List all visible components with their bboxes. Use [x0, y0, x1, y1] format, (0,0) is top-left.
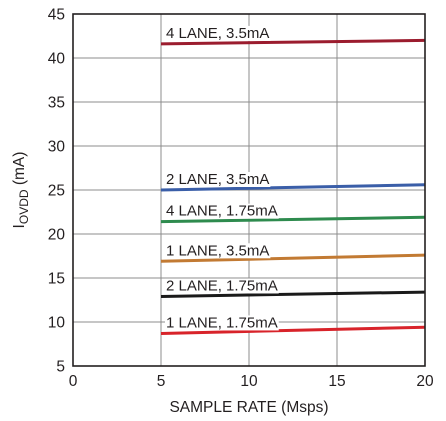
x-tick-label-10: 10: [240, 373, 258, 390]
x-tick-label-15: 15: [328, 373, 345, 390]
y-tick-label-20: 20: [48, 227, 66, 244]
series-labels: 4 LANE, 3.5mA 2 LANE, 3.5mA 4 LANE, 1.75mA…: [165, 25, 279, 331]
y-tick-label-5: 5: [56, 359, 65, 376]
x-axis-title: SAMPLE RATE (Msps): [169, 399, 328, 416]
series-line-4-lane-3-5ma: [160, 38, 426, 46]
series-label-2-lane-3-5ma: 2 LANE, 3.5mA: [166, 171, 269, 188]
series-label-bg-4-lane-3-5ma: [165, 25, 271, 41]
y-tick-label-15: 15: [48, 271, 65, 288]
series-label-4-lane-3-5ma: 4 LANE, 3.5mA: [166, 25, 269, 42]
series-label-1-lane-3-5ma: 1 LANE, 3.5mA: [166, 242, 269, 259]
series-label-1-lane-1-75ma: 1 LANE, 1.75mA: [166, 314, 278, 331]
y-tick-label-25: 25: [48, 183, 65, 200]
y-axis-title-subscript: OVDD: [17, 189, 31, 224]
x-tick-label-5: 5: [157, 373, 166, 390]
series-line-2-lane-1-75ma: [160, 290, 426, 298]
series-label-4-lane-1-75ma: 4 LANE, 1.75mA: [166, 203, 278, 220]
y-axis-title-main: I: [11, 224, 28, 228]
y-axis-title: IOVDD (mA): [11, 152, 31, 229]
series-line-2-lane-3-5ma: [160, 183, 426, 192]
series-label-bg-4-lane-1-75ma: [165, 203, 279, 219]
y-tick-label-45: 45: [48, 7, 65, 24]
y-tick-label-35: 35: [48, 95, 65, 112]
series-lines: [160, 38, 426, 335]
y-tick-label-40: 40: [48, 51, 66, 68]
grid: [73, 14, 425, 366]
y-tick-label-10: 10: [48, 315, 66, 332]
series-label-2-lane-1-75ma: 2 LANE, 1.75mA: [166, 277, 278, 294]
series-line-4-lane-1-75ma: [160, 215, 426, 224]
series-label-bg-1-lane-3-5ma: [165, 243, 271, 259]
series-line-1-lane-3-5ma: [160, 253, 426, 263]
series-label-bg-2-lane-3-5ma: [165, 172, 271, 187]
y-tick-label-30: 30: [48, 139, 66, 156]
plot-frame: [72, 13, 426, 367]
x-tick-label-0: 0: [69, 373, 78, 390]
x-tick-label-20: 20: [416, 373, 434, 390]
series-label-bg-1-lane-1-75ma: [165, 315, 279, 331]
y-axis-title-unit: (mA): [11, 152, 28, 190]
series-label-bg-2-lane-1-75ma: [165, 278, 279, 294]
series-line-1-lane-1-75ma: [160, 325, 426, 335]
